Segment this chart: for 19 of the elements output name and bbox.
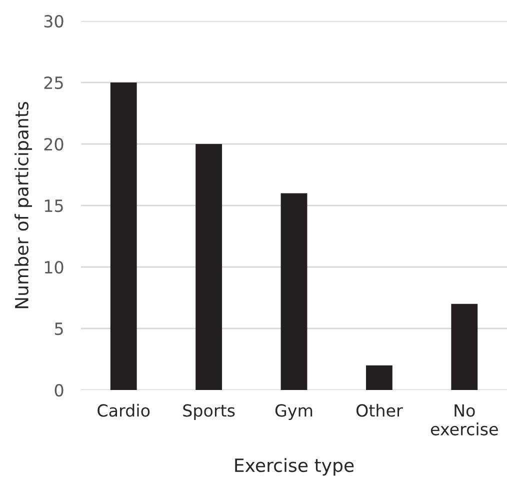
bar: [451, 304, 478, 390]
x-tick-label: No exercise: [430, 404, 498, 436]
y-tick-label: 5: [55, 322, 63, 336]
bar: [366, 365, 392, 390]
bar: [280, 193, 308, 390]
x-axis-title: Exercise type: [235, 458, 354, 476]
y-tick-label: 15: [44, 200, 63, 212]
x-tick-label: Cardio: [98, 404, 150, 417]
y-tick-label: 0: [54, 384, 64, 397]
y-axis-title: Number of participants: [14, 102, 32, 308]
x-tick-label: Other: [356, 404, 403, 417]
bar: [110, 82, 137, 390]
x-tick-label: Sports: [183, 404, 235, 420]
bar: [196, 144, 222, 390]
y-tick-label: 30: [44, 14, 64, 28]
y-tick-label: 25: [44, 76, 63, 90]
y-tick-label: 20: [44, 138, 64, 151]
x-tick-label: Gym: [275, 404, 312, 420]
y-tick-label: 10: [44, 260, 64, 274]
